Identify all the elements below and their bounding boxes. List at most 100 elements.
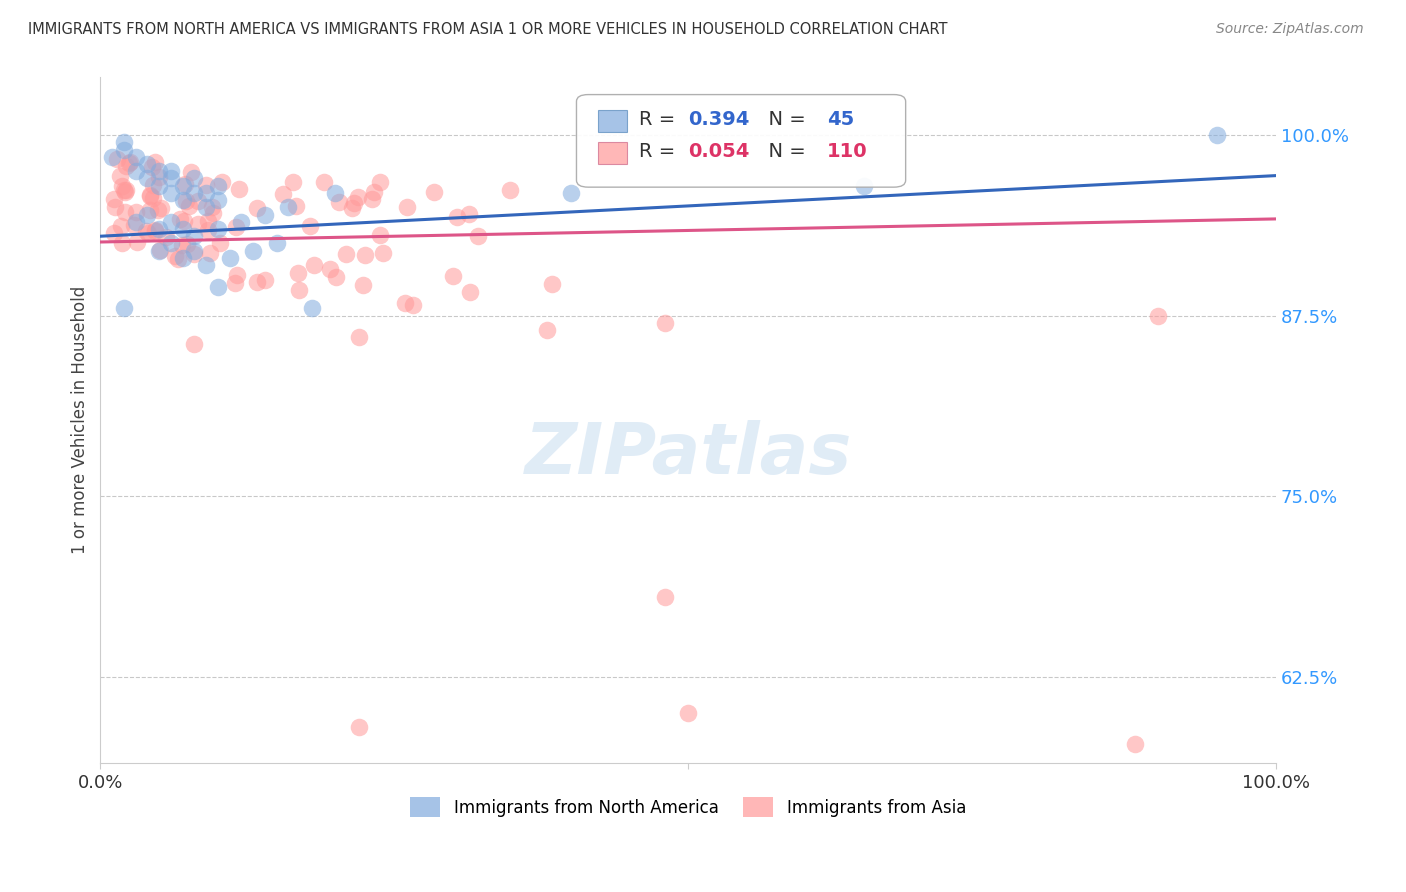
Legend: Immigrants from North America, Immigrants from Asia: Immigrants from North America, Immigrant… xyxy=(404,791,973,823)
Point xyxy=(246,275,269,289)
Point xyxy=(183,337,205,351)
Y-axis label: 1 or more Vehicles in Household: 1 or more Vehicles in Household xyxy=(72,286,89,555)
Point xyxy=(441,269,464,284)
Point xyxy=(342,201,364,215)
Point xyxy=(148,170,170,185)
Point xyxy=(288,283,311,297)
Point xyxy=(125,204,148,219)
Point xyxy=(170,238,193,252)
Point xyxy=(139,188,162,202)
Point xyxy=(111,235,134,250)
Point xyxy=(1123,737,1146,751)
Point xyxy=(139,203,162,218)
Point xyxy=(195,186,218,200)
Point xyxy=(165,249,187,263)
Point xyxy=(124,215,146,229)
Point xyxy=(242,244,264,258)
Point xyxy=(146,202,169,217)
Point xyxy=(467,228,489,243)
Point xyxy=(141,160,163,174)
Point xyxy=(281,175,304,189)
Point xyxy=(160,236,183,251)
Point xyxy=(176,236,198,251)
Point xyxy=(218,251,240,265)
Point xyxy=(654,316,676,330)
Point xyxy=(225,220,247,235)
Point xyxy=(352,277,374,292)
Point xyxy=(423,185,446,199)
Point xyxy=(124,164,146,178)
Point xyxy=(112,301,135,316)
Point xyxy=(346,190,368,204)
Point xyxy=(183,247,205,261)
Point xyxy=(114,205,136,219)
Point xyxy=(198,246,221,260)
Point xyxy=(207,279,229,293)
Point xyxy=(112,183,135,197)
Point xyxy=(136,226,159,240)
Point xyxy=(361,192,384,206)
Point xyxy=(298,219,321,234)
Point xyxy=(319,261,342,276)
Point xyxy=(228,182,250,196)
Point xyxy=(211,175,233,189)
Point xyxy=(201,206,224,220)
FancyBboxPatch shape xyxy=(576,95,905,187)
Point xyxy=(172,251,194,265)
Point xyxy=(195,258,218,272)
Point xyxy=(167,252,190,266)
Point xyxy=(169,211,191,226)
Point xyxy=(266,236,288,251)
Point xyxy=(143,155,166,169)
Point xyxy=(179,199,201,213)
Point xyxy=(124,150,146,164)
Text: 45: 45 xyxy=(827,111,853,129)
Point xyxy=(174,178,197,192)
Point xyxy=(112,136,135,150)
Point xyxy=(149,243,172,257)
Point xyxy=(108,169,131,184)
Point xyxy=(143,222,166,236)
Point xyxy=(160,215,183,229)
Point xyxy=(343,195,366,210)
Point xyxy=(103,192,125,206)
Point xyxy=(101,150,124,164)
Point xyxy=(173,214,195,228)
Point xyxy=(254,273,277,287)
Text: Source: ZipAtlas.com: Source: ZipAtlas.com xyxy=(1216,22,1364,37)
Point xyxy=(208,236,231,251)
Point xyxy=(194,178,217,193)
Point xyxy=(394,295,416,310)
Point xyxy=(155,230,177,244)
Point xyxy=(195,200,218,214)
Point xyxy=(277,200,299,214)
Point xyxy=(183,171,205,186)
Point xyxy=(325,186,347,200)
Point xyxy=(363,185,385,199)
Point xyxy=(314,175,336,189)
Point xyxy=(207,193,229,207)
Point xyxy=(160,186,183,200)
Text: 0.394: 0.394 xyxy=(688,111,749,129)
Text: 0.054: 0.054 xyxy=(688,142,749,161)
Point xyxy=(536,323,558,337)
Point xyxy=(135,224,157,238)
Point xyxy=(148,178,170,193)
Point xyxy=(180,165,202,179)
Point xyxy=(368,227,391,242)
Point xyxy=(676,706,699,720)
Point xyxy=(354,248,377,262)
Point xyxy=(115,183,138,197)
Point xyxy=(458,207,481,221)
Text: IMMIGRANTS FROM NORTH AMERICA VS IMMIGRANTS FROM ASIA 1 OR MORE VEHICLES IN HOUS: IMMIGRANTS FROM NORTH AMERICA VS IMMIGRA… xyxy=(28,22,948,37)
Point xyxy=(560,186,582,200)
Point xyxy=(160,164,183,178)
Point xyxy=(104,200,127,214)
FancyBboxPatch shape xyxy=(598,111,627,132)
Point xyxy=(207,222,229,236)
Text: N =: N = xyxy=(756,142,813,161)
Point xyxy=(148,244,170,258)
Point xyxy=(540,277,562,291)
Point xyxy=(125,235,148,249)
Point xyxy=(187,218,209,232)
